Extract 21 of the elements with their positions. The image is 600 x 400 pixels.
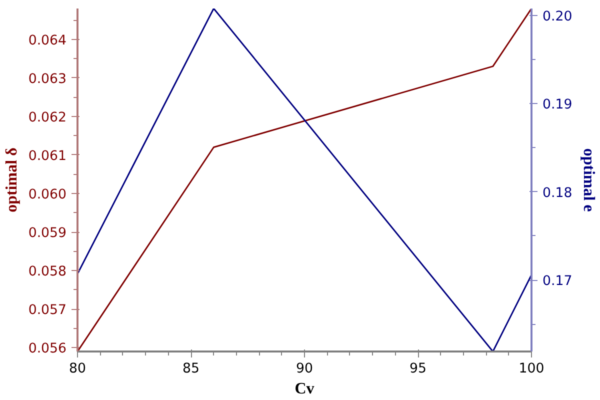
y2-tick-label: 0.18 [542,186,572,201]
y2-tick-label: 0.20 [542,10,572,25]
x-tick-label: 90 [296,362,313,376]
y2-axis-title: optimal e [580,148,598,212]
y-tick-label: 0.058 [28,264,66,280]
y-tick-label: 0.056 [28,342,66,357]
x-tick-label: 100 [518,362,544,376]
y-tick-label: 0.059 [28,226,66,242]
y-tick-label: 0.060 [28,187,66,202]
y2-tick-label: 0.17 [542,274,572,290]
y2-tick-label: 0.19 [542,98,572,113]
x-tick-label: 85 [182,362,200,376]
x-axis-title: Cv [294,380,314,398]
y-tick-label: 0.064 [28,33,66,48]
y-tick-label: 0.061 [28,148,66,164]
y-axis-title: optimal δ [3,148,20,212]
y-tick-label: 0.063 [28,72,66,87]
x-tick-label: 80 [69,362,86,376]
y-tick-label: 0.062 [28,110,66,126]
y-tick-label: 0.057 [28,303,66,318]
x-tick-label: 95 [410,362,426,376]
